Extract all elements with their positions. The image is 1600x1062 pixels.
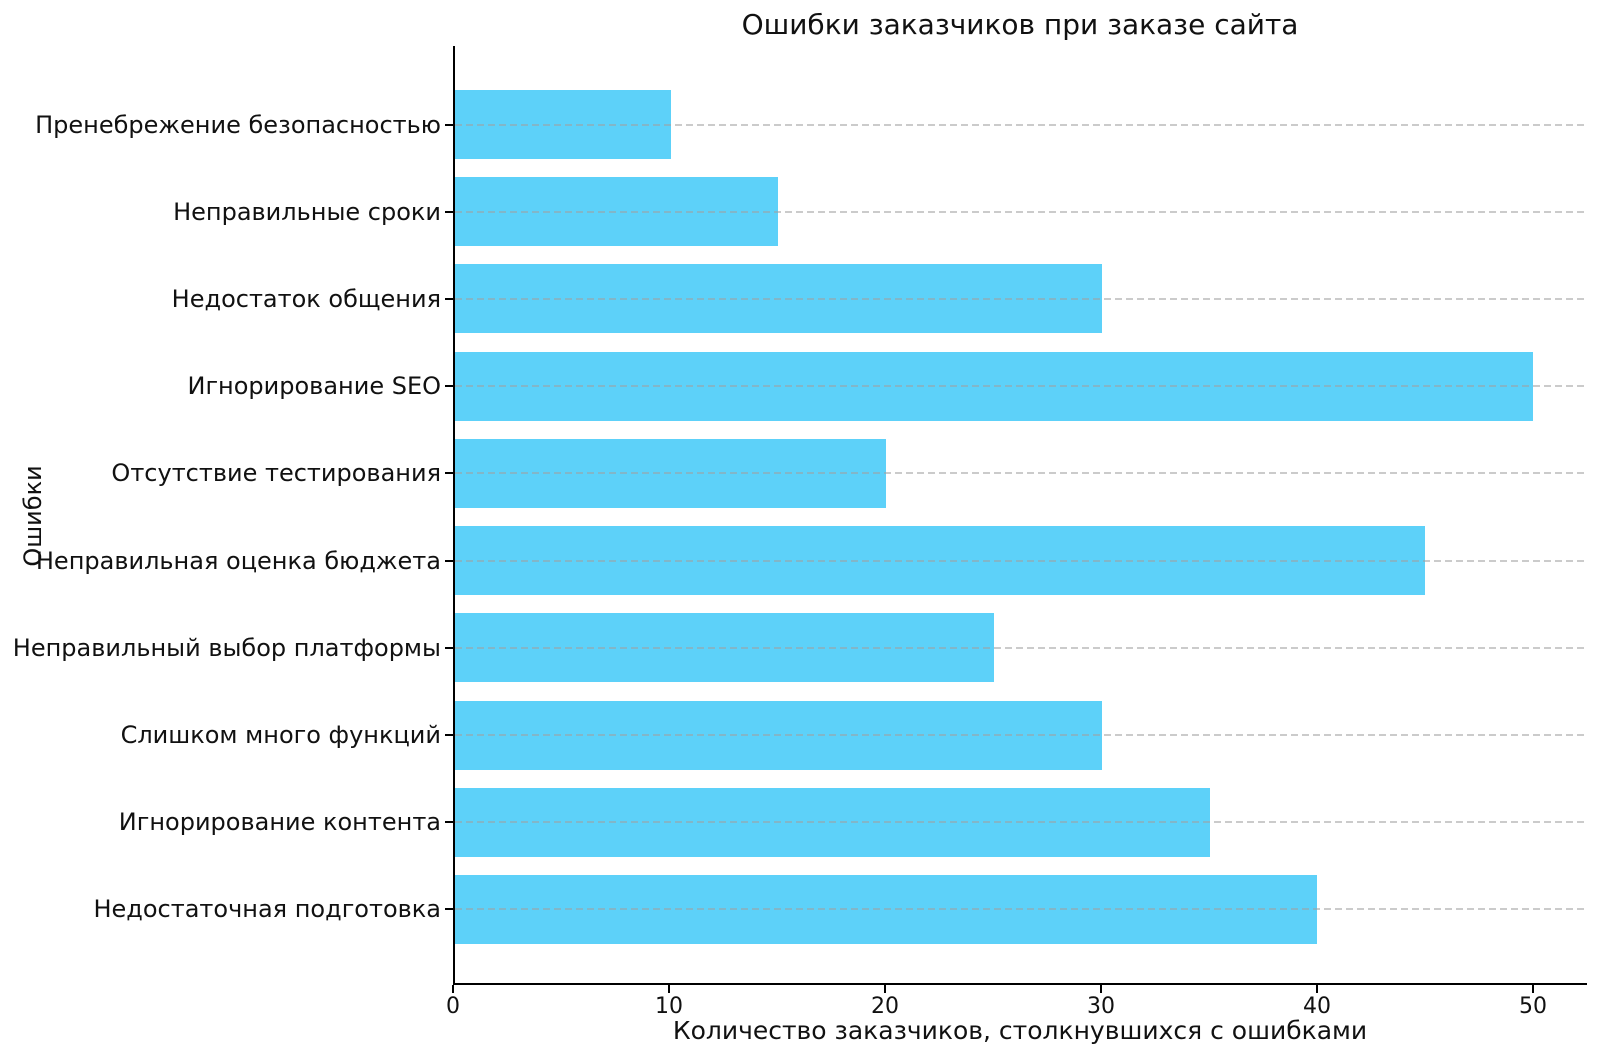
- y-tick-mark: [445, 472, 455, 475]
- bar-row: Пренебрежение безопасностью: [35, 90, 1587, 159]
- y-tick-mark: [445, 908, 455, 911]
- bar-row: Игнорирование контента: [119, 787, 1587, 857]
- y-tick-label: Отсутствие тестирования: [111, 459, 441, 488]
- y-tick-mark: [445, 559, 455, 562]
- x-tick-label: 30: [1087, 994, 1115, 1019]
- gridline: [455, 472, 1587, 475]
- chart-title: Ошибки заказчиков при заказе сайта: [741, 8, 1299, 41]
- bar-row: Недостаточная подготовка: [93, 874, 1587, 944]
- y-tick-mark: [445, 646, 455, 649]
- bars-container: Пренебрежение безопасностью Неправильные…: [13, 46, 1587, 983]
- x-tick-mark: [1532, 985, 1534, 993]
- y-tick-label: Пренебрежение безопасностью: [35, 110, 441, 139]
- x-tick-mark: [452, 985, 454, 993]
- gridline: [455, 646, 1587, 649]
- gridline: [455, 385, 1587, 388]
- gridline: [455, 123, 1587, 126]
- y-tick-label: Игнорирование контента: [118, 808, 441, 837]
- bar-row: Игнорирование SEO: [187, 351, 1587, 421]
- x-tick: 50: [1519, 985, 1547, 1019]
- y-tick-label: Слишком много функций: [120, 721, 441, 750]
- x-tick-label: 50: [1519, 994, 1547, 1019]
- x-tick-mark: [884, 985, 886, 993]
- bar-row: Недостаток общения: [172, 264, 1587, 334]
- y-tick-label: Неправильный выбор платформы: [12, 633, 441, 662]
- gridline: [455, 908, 1587, 911]
- bar-row: Неправильные сроки: [173, 177, 1587, 247]
- y-tick-mark: [445, 123, 455, 126]
- bar-row: Слишком много функций: [121, 700, 1587, 770]
- x-tick: 10: [655, 985, 683, 1019]
- y-tick-label: Неправильная оценка бюджета: [35, 546, 441, 575]
- x-tick-mark: [1316, 985, 1318, 993]
- y-tick-mark: [445, 734, 455, 737]
- gridline: [455, 821, 1587, 824]
- x-tick-label: 40: [1303, 994, 1331, 1019]
- y-tick-mark: [445, 385, 455, 388]
- x-tick-mark: [1100, 985, 1102, 993]
- y-tick-label: Игнорирование SEO: [187, 372, 441, 401]
- gridline: [455, 734, 1587, 737]
- y-tick-mark: [445, 210, 455, 213]
- x-tick: 0: [446, 985, 460, 1019]
- gridline: [455, 210, 1587, 213]
- x-tick-label: 0: [446, 994, 460, 1019]
- y-tick-mark: [445, 297, 455, 300]
- y-tick-label: Недостаточная подготовка: [93, 895, 441, 924]
- y-tick-label: Недостаток общения: [171, 284, 441, 313]
- plot-area: Пренебрежение безопасностью Неправильные…: [13, 46, 1587, 985]
- x-tick-label: 10: [655, 994, 683, 1019]
- gridline: [455, 297, 1587, 300]
- x-axis-ticks: 0 10 20 30 40 50: [446, 985, 1587, 1027]
- x-axis-title: Количество заказчиков, столкнувшихся с о…: [672, 1016, 1368, 1045]
- x-tick: 20: [871, 985, 899, 1019]
- y-tick-label: Неправильные сроки: [173, 197, 441, 226]
- bar-row: Отсутствие тестирования: [111, 438, 1587, 508]
- bar-row: Неправильная оценка бюджета: [36, 526, 1587, 596]
- x-tick-mark: [668, 985, 670, 993]
- bar-row: Неправильный выбор платформы: [13, 613, 1587, 683]
- x-tick: 40: [1303, 985, 1331, 1019]
- y-tick-mark: [445, 821, 455, 824]
- gridline: [455, 559, 1587, 562]
- x-tick-label: 20: [871, 994, 899, 1019]
- x-tick: 30: [1087, 985, 1115, 1019]
